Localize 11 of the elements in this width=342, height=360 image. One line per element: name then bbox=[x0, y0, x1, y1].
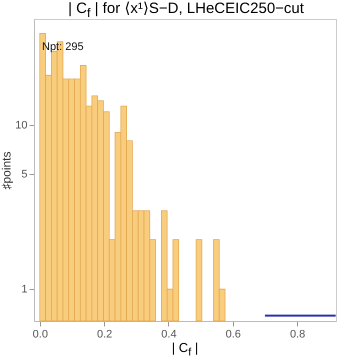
x-tick-label: 0.6 bbox=[226, 328, 241, 340]
y-tick-label: 1 bbox=[21, 284, 28, 296]
x-tick-label: 0.0 bbox=[32, 328, 48, 340]
y-tick-label: 5 bbox=[21, 168, 28, 181]
y-tick-label: 10 bbox=[15, 119, 28, 132]
x-tick-label: 0.8 bbox=[290, 328, 306, 340]
chart-title: | C$_{f}$ | for ⟨x¹⟩S−D, LHeCEIC250−cut bbox=[67, 0, 305, 22]
x-tick-label: 0.4 bbox=[161, 328, 177, 340]
x-axis-title: | C$_{f}$ | bbox=[170, 340, 200, 360]
y-axis-title: ♯points bbox=[0, 151, 14, 190]
x-tick-label: 0.2 bbox=[96, 328, 112, 340]
